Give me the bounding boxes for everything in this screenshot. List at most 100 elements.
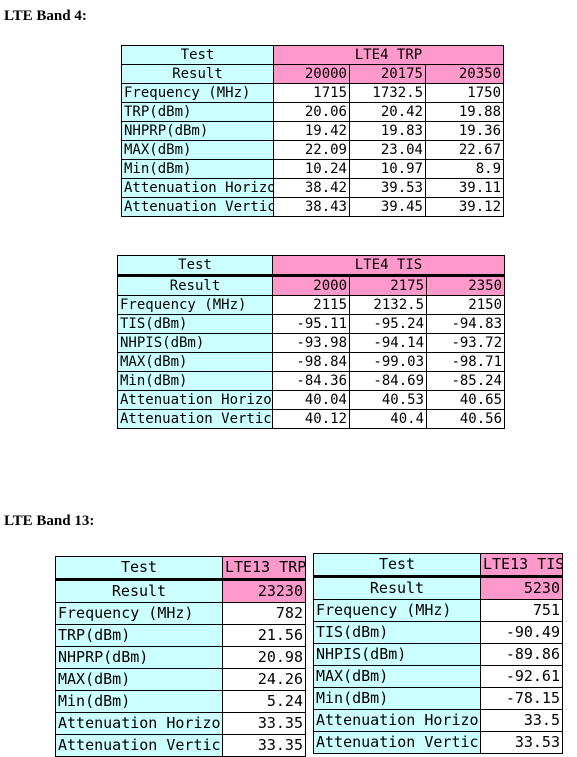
value-cell: 33.5: [480, 709, 563, 732]
table-row: Attenuation Horizo 33.35: [55, 712, 306, 735]
channel-cell: 2350: [425, 275, 506, 296]
table-row: Frequency (MHz) 2115 2132.5 2150: [117, 295, 506, 315]
table-subheader-row: Result 23230: [55, 579, 306, 603]
value-cell: -99.03: [349, 352, 427, 372]
value-cell: 39.11: [424, 178, 505, 198]
value-cell: 40.65: [425, 390, 506, 410]
value-cell: 19.83: [349, 121, 426, 141]
value-cell: -78.15: [480, 687, 563, 710]
row-label: NHPIS(dBm): [313, 643, 481, 666]
value-cell: -84.69: [349, 371, 427, 391]
band4-tis-table: Test LTE4 TIS Result 2000 2175 2350 Freq…: [117, 255, 506, 429]
row-label: MAX(dBm): [55, 668, 223, 691]
row-label: Attenuation Horizo: [55, 712, 223, 735]
table-header-row: Test LTE4 TRP: [121, 45, 505, 65]
value-cell: 38.43: [273, 197, 350, 217]
table-title: LTE13 TRP: [222, 556, 306, 581]
value-cell: 10.97: [349, 159, 426, 179]
row-label: Attenuation Vertic: [117, 409, 273, 429]
value-cell: 39.12: [424, 197, 505, 217]
value-cell: 1732.5: [349, 83, 426, 103]
table-title: LTE13 TIS: [480, 553, 563, 578]
row-label: NHPIS(dBm): [117, 333, 273, 353]
table-title: LTE4 TRP: [272, 45, 505, 65]
value-cell: -94.83: [425, 314, 506, 334]
channel-cell: 2175: [349, 275, 427, 296]
test-label: Test: [117, 255, 273, 277]
table-row: MAX(dBm) -92.61: [313, 665, 563, 688]
value-cell: -90.49: [480, 621, 563, 644]
table-row: TRP(dBm) 20.06 20.42 19.88: [121, 102, 505, 122]
value-cell: 1715: [273, 83, 350, 103]
row-label: Attenuation Horizo: [117, 390, 273, 410]
value-cell: 33.35: [222, 712, 306, 735]
value-cell: -94.14: [349, 333, 427, 353]
band13-heading: LTE Band 13:: [4, 513, 95, 529]
value-cell: 33.53: [480, 731, 563, 754]
value-cell: 23.04: [349, 140, 426, 160]
table-row: NHPRP(dBm) 20.98: [55, 646, 306, 669]
value-cell: 38.42: [273, 178, 350, 198]
table-row: MAX(dBm) 24.26: [55, 668, 306, 691]
value-cell: 2115: [272, 295, 350, 315]
value-cell: 20.42: [349, 102, 426, 122]
value-cell: 40.53: [349, 390, 427, 410]
result-label: Result: [55, 579, 223, 603]
value-cell: -92.61: [480, 665, 563, 688]
value-cell: 40.12: [272, 409, 350, 429]
value-cell: 22.09: [273, 140, 350, 160]
row-label: Frequency (MHz): [313, 599, 481, 622]
value-cell: 39.45: [349, 197, 426, 217]
table-row: TRP(dBm) 21.56: [55, 624, 306, 647]
row-label: NHPRP(dBm): [121, 121, 274, 141]
table-row: Attenuation Vertic 38.43 39.45 39.12: [121, 197, 505, 217]
channel-cell: 20175: [349, 64, 426, 84]
value-cell: 2132.5: [349, 295, 427, 315]
table-row: Min(dBm) 10.24 10.97 8.9: [121, 159, 505, 179]
result-label: Result: [313, 576, 481, 600]
band13-tis-table: Test LTE13 TIS Result 5230 Frequency (MH…: [313, 553, 563, 754]
value-cell: 22.67: [424, 140, 505, 160]
value-cell: -98.84: [272, 352, 350, 372]
table-row: TIS(dBm) -95.11 -95.24 -94.83: [117, 314, 506, 334]
table-row: Frequency (MHz) 782: [55, 602, 306, 625]
value-cell: 40.56: [425, 409, 506, 429]
channel-cell: 23230: [222, 579, 306, 603]
value-cell: 40.04: [272, 390, 350, 410]
value-cell: 751: [480, 599, 563, 622]
row-label: TIS(dBm): [313, 621, 481, 644]
value-cell: 33.35: [222, 734, 306, 757]
table-row: Attenuation Horizo 38.42 39.53 39.11: [121, 178, 505, 198]
channel-cell: 2000: [272, 275, 350, 296]
value-cell: -84.36: [272, 371, 350, 391]
value-cell: 19.88: [424, 102, 505, 122]
band13-trp-table: Test LTE13 TRP Result 23230 Frequency (M…: [55, 556, 306, 757]
table-row: MAX(dBm) -98.84 -99.03 -98.71: [117, 352, 506, 372]
table-title: LTE4 TIS: [271, 255, 506, 277]
table-row: TIS(dBm) -90.49: [313, 621, 563, 644]
band4-trp-table: Test LTE4 TRP Result 20000 20175 20350 F…: [121, 45, 505, 217]
row-label: Attenuation Horizo: [121, 178, 274, 198]
value-cell: 20.06: [273, 102, 350, 122]
value-cell: 19.36: [424, 121, 505, 141]
value-cell: 19.42: [273, 121, 350, 141]
value-cell: -93.72: [425, 333, 506, 353]
table-row: MAX(dBm) 22.09 23.04 22.67: [121, 140, 505, 160]
table-row: Attenuation Horizo 33.5: [313, 709, 563, 732]
table-subheader-row: Result 2000 2175 2350: [117, 275, 506, 296]
row-label: Attenuation Vertic: [313, 731, 481, 754]
table-row: Frequency (MHz) 751: [313, 599, 563, 622]
table-header-row: Test LTE13 TRP: [55, 556, 306, 581]
table-row: Frequency (MHz) 1715 1732.5 1750: [121, 83, 505, 103]
table-row: Min(dBm) 5.24: [55, 690, 306, 713]
table-row: Attenuation Vertic 33.53: [313, 731, 563, 754]
row-label: TIS(dBm): [117, 314, 273, 334]
row-label: Min(dBm): [121, 159, 274, 179]
table-row: NHPIS(dBm) -89.86: [313, 643, 563, 666]
value-cell: -98.71: [425, 352, 506, 372]
row-label: Frequency (MHz): [121, 83, 274, 103]
value-cell: 782: [222, 602, 306, 625]
table-row: NHPRP(dBm) 19.42 19.83 19.36: [121, 121, 505, 141]
table-row: Min(dBm) -78.15: [313, 687, 563, 710]
test-label: Test: [55, 556, 223, 581]
